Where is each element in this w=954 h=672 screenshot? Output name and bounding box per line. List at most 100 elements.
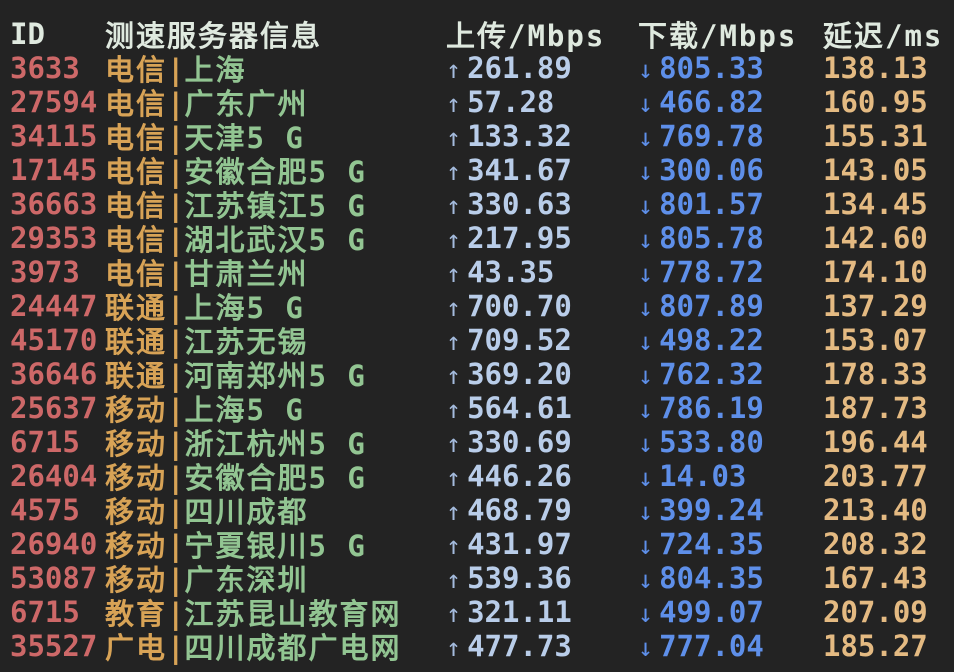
location-label: 浙江杭州5 G (184, 427, 367, 461)
server-id: 24447 (10, 289, 98, 323)
upload-value: 330.63 (467, 187, 572, 221)
pipe-separator: | (167, 597, 185, 631)
location-label: 四川成都广电网 (184, 631, 402, 665)
download-cell: ↓ 14.03 (638, 459, 823, 493)
column-header-download: 下载/Mbps (638, 19, 798, 53)
up-arrow-icon: ↑ (446, 633, 462, 662)
upload-value: 700.70 (467, 289, 572, 323)
upload-cell: ↑ 57.28 (446, 85, 638, 119)
upload-cell: ↑ 564.61 (446, 391, 638, 425)
pipe-separator: | (167, 155, 185, 189)
download-cell: ↓ 466.82 (638, 85, 823, 119)
download-cell: ↓ 762.32 (638, 357, 823, 391)
server-id: 3973 (10, 255, 80, 289)
upload-value: 261.89 (467, 51, 572, 85)
latency-value: 178.33 (823, 357, 928, 391)
latency-value: 134.45 (823, 187, 928, 221)
column-header-upload: 上传/Mbps (446, 19, 606, 53)
download-value: 533.80 (659, 425, 764, 459)
carrier-label: 移动 (105, 529, 168, 563)
latency-value: 142.60 (823, 221, 928, 255)
table-row: 3973 电信|甘肃兰州 ↑ 43.35 ↓ 778.72 174.10 (10, 251, 954, 291)
server-info-cell: 电信|广东广州 (105, 81, 446, 123)
upload-cell: ↑ 446.26 (446, 459, 638, 493)
download-cell: ↓ 300.06 (638, 153, 823, 187)
down-arrow-icon: ↓ (638, 327, 654, 356)
upload-cell: ↑ 330.63 (446, 187, 638, 221)
up-arrow-icon: ↑ (446, 55, 462, 84)
location-label: 安徽合肥5 G (184, 461, 367, 495)
server-id: 53087 (10, 561, 98, 595)
download-value: 399.24 (659, 493, 764, 527)
server-info-cell: 移动|浙江杭州5 G (105, 421, 446, 463)
latency-value: 203.77 (823, 459, 928, 493)
location-label: 江苏昆山教育网 (184, 597, 402, 631)
location-label: 天津5 G (184, 121, 305, 155)
up-arrow-icon: ↑ (446, 395, 462, 424)
upload-value: 217.95 (467, 221, 572, 255)
download-value: 300.06 (659, 153, 764, 187)
carrier-label: 移动 (105, 563, 168, 597)
carrier-label: 移动 (105, 393, 168, 427)
table-row: 45170 联通|江苏无锡 ↑ 709.52 ↓ 498.22 153.07 (10, 319, 954, 359)
up-arrow-icon: ↑ (446, 157, 462, 186)
download-value: 499.07 (659, 595, 764, 629)
latency-value: 208.32 (823, 527, 928, 561)
down-arrow-icon: ↓ (638, 361, 654, 390)
latency-value: 167.43 (823, 561, 928, 595)
pipe-separator: | (167, 427, 185, 461)
upload-cell: ↑ 700.70 (446, 289, 638, 323)
pipe-separator: | (167, 495, 185, 529)
latency-value: 138.13 (823, 51, 928, 85)
latency-value: 153.07 (823, 323, 928, 357)
carrier-label: 电信 (105, 257, 168, 291)
column-header-server-info: 测速服务器信息 (105, 19, 323, 53)
down-arrow-icon: ↓ (638, 463, 654, 492)
download-cell: ↓ 804.35 (638, 561, 823, 595)
down-arrow-icon: ↓ (638, 55, 654, 84)
latency-value: 196.44 (823, 425, 928, 459)
up-arrow-icon: ↑ (446, 531, 462, 560)
pipe-separator: | (167, 563, 185, 597)
download-cell: ↓ 805.33 (638, 51, 823, 85)
up-arrow-icon: ↑ (446, 361, 462, 390)
down-arrow-icon: ↓ (638, 225, 654, 254)
upload-cell: ↑ 321.11 (446, 595, 638, 629)
carrier-label: 电信 (105, 53, 168, 87)
download-value: 801.57 (659, 187, 764, 221)
table-row: 35527 广电|四川成都广电网 ↑ 477.73 ↓ 777.04 185.27 (10, 625, 954, 665)
carrier-label: 电信 (105, 155, 168, 189)
table-row: 29353 电信|湖北武汉5 G ↑ 217.95 ↓ 805.78 142.60 (10, 217, 954, 257)
download-cell: ↓ 498.22 (638, 323, 823, 357)
carrier-label: 教育 (105, 597, 168, 631)
upload-cell: ↑ 133.32 (446, 119, 638, 153)
table-row: 4575 移动|四川成都 ↑ 468.79 ↓ 399.24 213.40 (10, 489, 954, 529)
server-id: 26940 (10, 527, 98, 561)
up-arrow-icon: ↑ (446, 463, 462, 492)
server-info-cell: 联通|河南郑州5 G (105, 353, 446, 395)
server-id: 27594 (10, 85, 98, 119)
down-arrow-icon: ↓ (638, 395, 654, 424)
upload-value: 477.73 (467, 629, 572, 663)
server-info-cell: 移动|四川成都 (105, 489, 446, 531)
upload-value: 709.52 (467, 323, 572, 357)
column-header-id: ID (10, 17, 45, 51)
upload-value: 57.28 (467, 85, 555, 119)
download-cell: ↓ 533.80 (638, 425, 823, 459)
table-row: 24447 联通|上海5 G ↑ 700.70 ↓ 807.89 137.29 (10, 285, 954, 325)
upload-cell: ↑ 369.20 (446, 357, 638, 391)
upload-value: 341.67 (467, 153, 572, 187)
table-row: 53087 移动|广东深圳 ↑ 539.36 ↓ 804.35 167.43 (10, 557, 954, 597)
upload-cell: ↑ 330.69 (446, 425, 638, 459)
download-value: 498.22 (659, 323, 764, 357)
server-info-cell: 移动|广东深圳 (105, 557, 446, 599)
upload-value: 468.79 (467, 493, 572, 527)
carrier-label: 电信 (105, 223, 168, 257)
download-cell: ↓ 399.24 (638, 493, 823, 527)
server-id: 25637 (10, 391, 98, 425)
table-row: 17145 电信|安徽合肥5 G ↑ 341.67 ↓ 300.06 143.05 (10, 149, 954, 189)
upload-value: 431.97 (467, 527, 572, 561)
server-info-cell: 电信|湖北武汉5 G (105, 217, 446, 259)
server-info-cell: 电信|甘肃兰州 (105, 251, 446, 293)
